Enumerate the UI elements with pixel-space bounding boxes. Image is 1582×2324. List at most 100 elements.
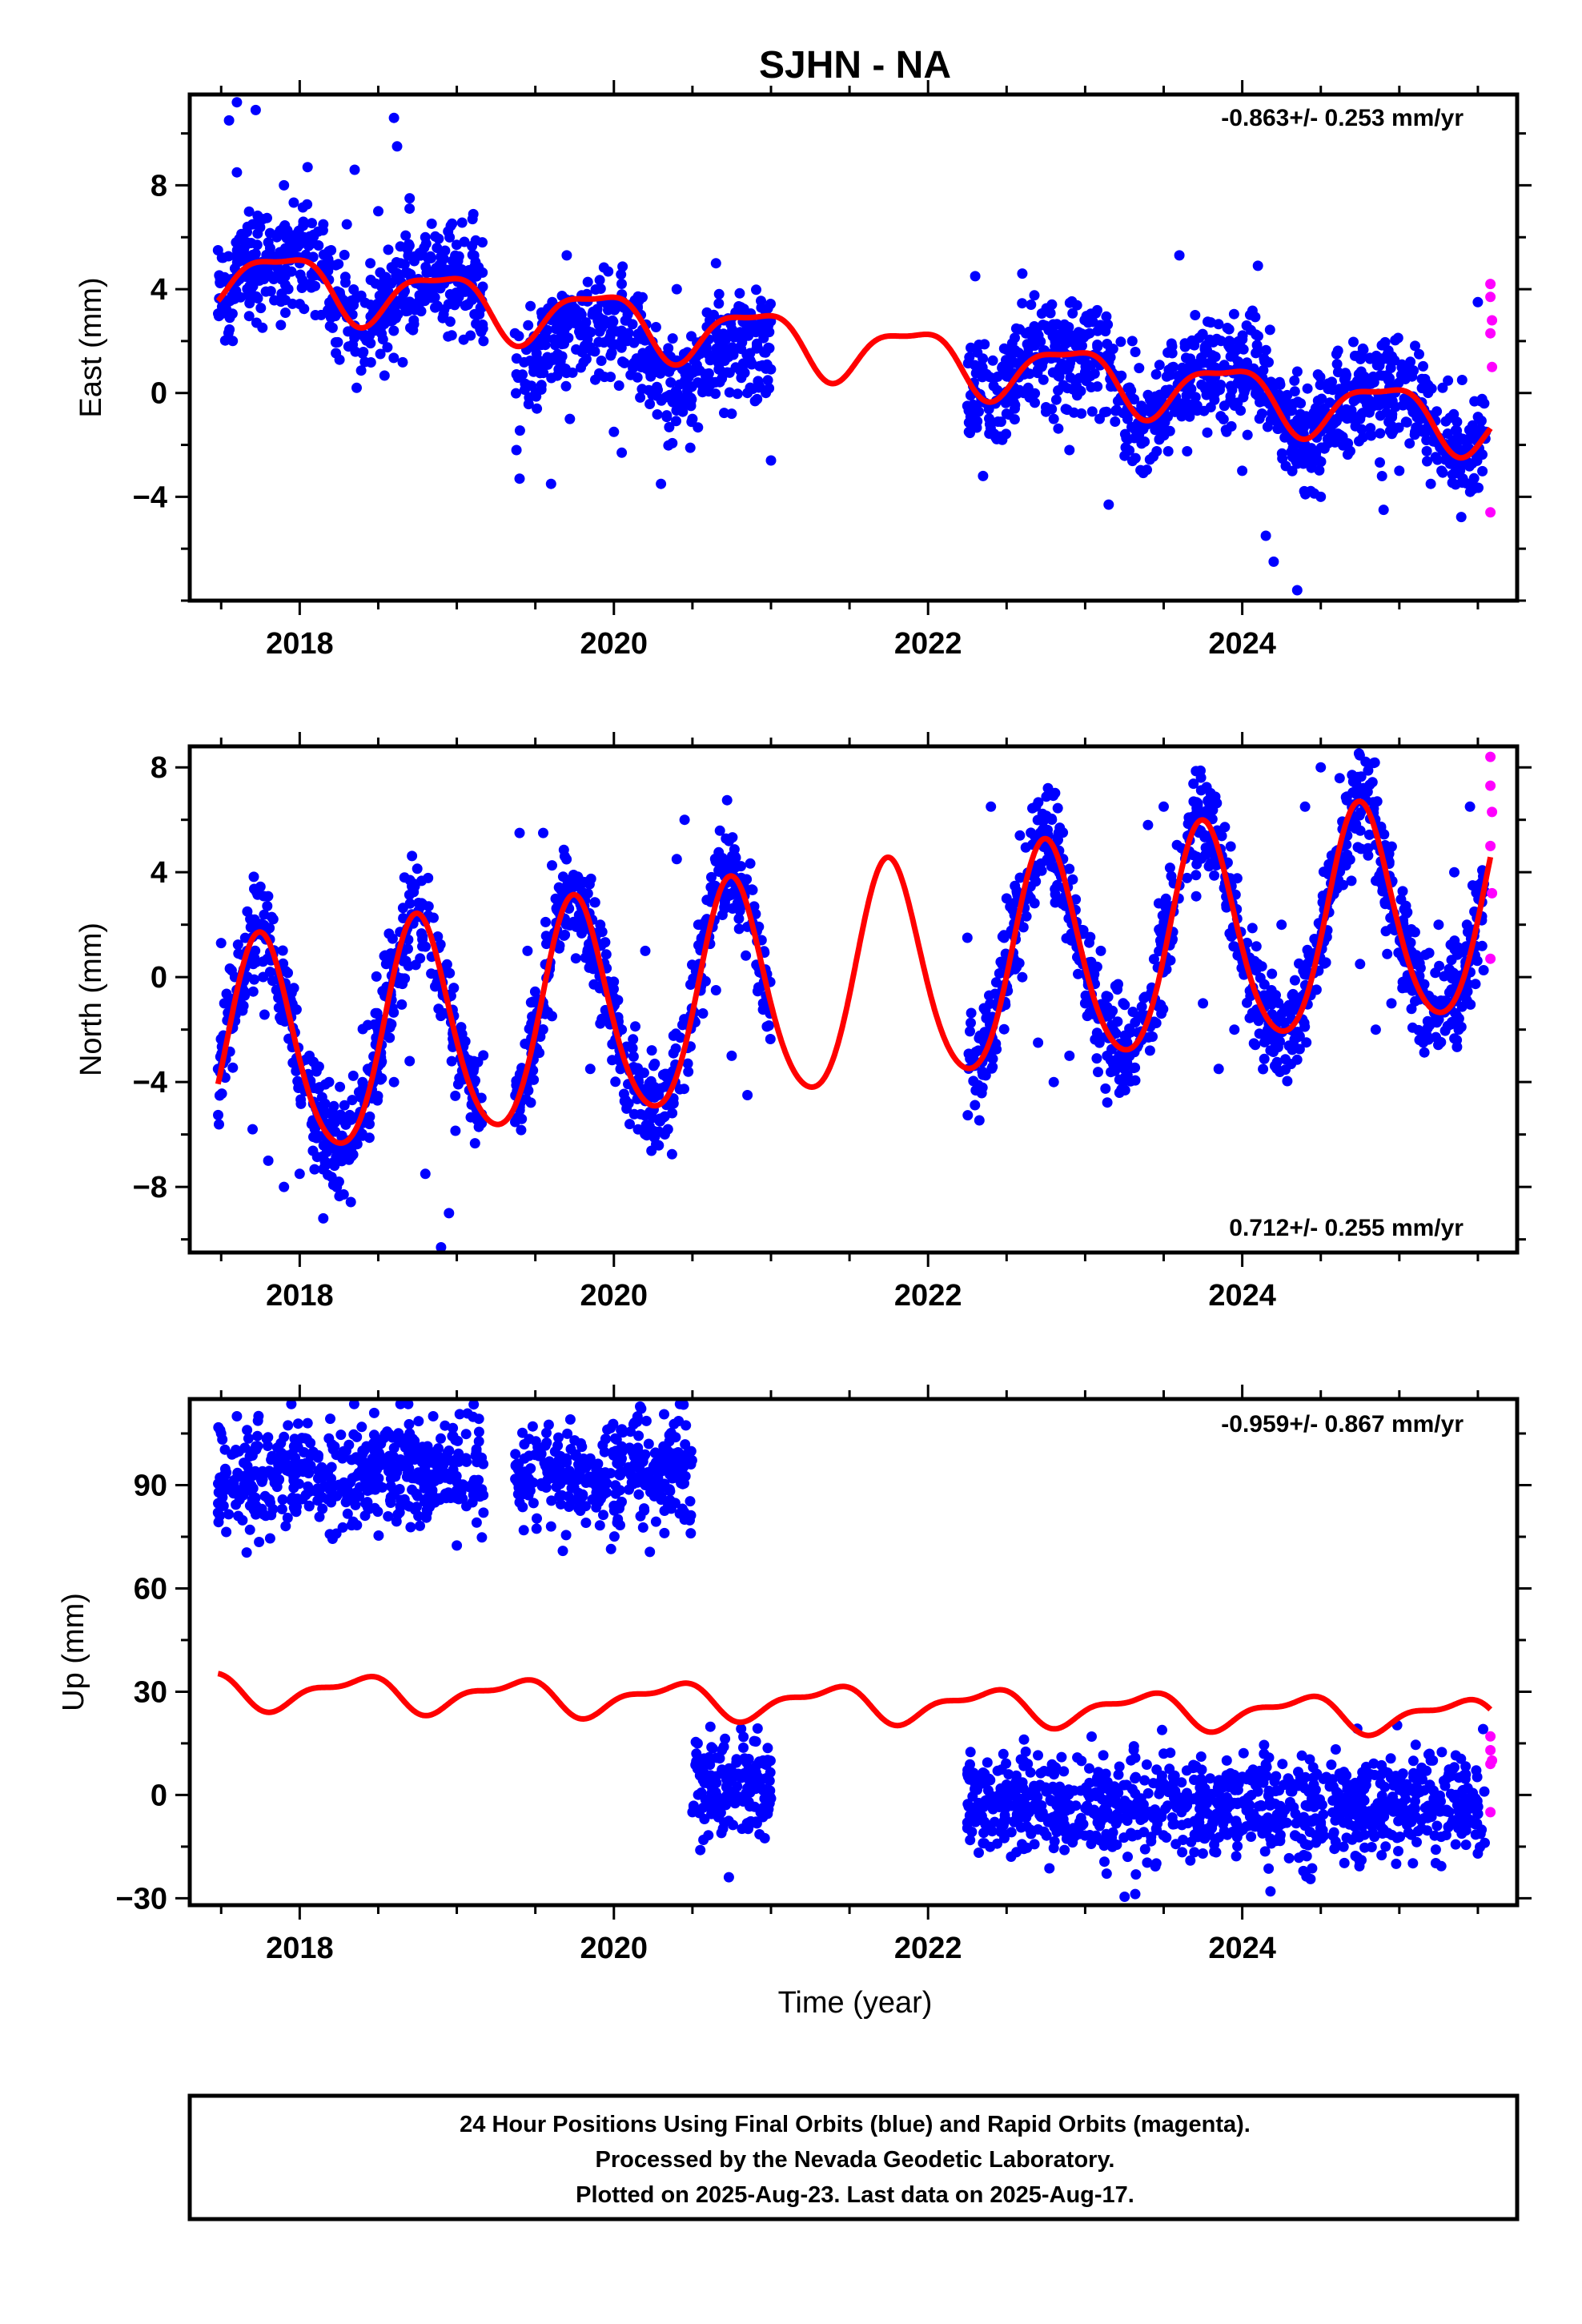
- north-final-point: [1272, 1042, 1283, 1053]
- up-final-point: [227, 1449, 238, 1460]
- north-final-point: [576, 919, 586, 930]
- north-final-point: [1171, 839, 1182, 850]
- east-final-point: [243, 311, 255, 322]
- east-final-point: [1092, 304, 1102, 316]
- east-final-point: [1371, 350, 1382, 361]
- north-final-point: [997, 931, 1008, 943]
- north-final-point: [998, 1023, 1010, 1035]
- east-final-point: [665, 377, 677, 388]
- north-y-tick-label: −8: [133, 1171, 167, 1204]
- east-final-point: [1050, 394, 1062, 405]
- east-final-point: [1422, 456, 1432, 467]
- up-final-point: [643, 1438, 654, 1449]
- east-final-point: [987, 355, 998, 366]
- north-final-point: [357, 1076, 368, 1088]
- east-final-point: [477, 323, 488, 334]
- east-final-point: [397, 356, 408, 368]
- up-final-point: [292, 1418, 303, 1429]
- east-final-point: [350, 346, 361, 357]
- north-final-point: [242, 906, 253, 917]
- north-final-point: [729, 844, 740, 855]
- up-final-point: [261, 1433, 272, 1445]
- north-final-point: [1017, 971, 1028, 983]
- east-final-point: [640, 335, 651, 346]
- east-final-point: [447, 218, 458, 229]
- east-final-point: [414, 297, 425, 308]
- east-final-point: [444, 289, 456, 300]
- north-final-point: [252, 889, 263, 900]
- north-rapid-point: [1485, 780, 1496, 791]
- east-final-point: [351, 382, 362, 393]
- north-final-point: [371, 971, 382, 982]
- up-final-point: [476, 1532, 488, 1543]
- east-final-point: [1221, 426, 1232, 437]
- east-final-point: [719, 408, 729, 419]
- north-final-point: [1271, 990, 1281, 1001]
- north-final-point: [1054, 822, 1066, 834]
- east-final-point: [714, 364, 725, 376]
- east-final-point: [555, 358, 566, 369]
- north-final-point: [1244, 1012, 1255, 1023]
- up-final-point: [431, 1457, 442, 1468]
- east-final-point: [1068, 407, 1079, 418]
- north-final-point: [1435, 1037, 1446, 1048]
- east-final-point: [1235, 405, 1247, 416]
- east-final-point: [1222, 323, 1233, 333]
- east-final-point: [552, 370, 563, 381]
- north-final-point: [1191, 851, 1203, 862]
- east-final-point: [223, 115, 235, 126]
- east-final-point: [225, 296, 235, 307]
- east-final-point: [1064, 297, 1075, 308]
- east-final-point: [1162, 446, 1174, 456]
- north-final-point: [416, 928, 427, 939]
- north-final-point: [648, 1060, 659, 1072]
- up-final-point: [221, 1526, 232, 1538]
- north-final-point: [1102, 991, 1114, 1003]
- east-y-tick-label: 4: [151, 273, 167, 307]
- east-final-point: [391, 267, 403, 279]
- north-final-point: [371, 1007, 383, 1019]
- east-final-point: [1373, 397, 1383, 408]
- north-final-point: [1102, 1001, 1113, 1012]
- east-final-point: [1312, 369, 1323, 380]
- north-final-point: [214, 1119, 224, 1130]
- up-final-point: [417, 1441, 428, 1453]
- north-final-point: [648, 1132, 660, 1143]
- north-final-point: [1407, 1022, 1418, 1033]
- north-final-point: [974, 1115, 985, 1126]
- north-final-point: [628, 1051, 639, 1062]
- north-final-point: [1434, 960, 1445, 971]
- east-final-point: [242, 239, 253, 250]
- up-final-point: [389, 1470, 400, 1481]
- east-final-point: [724, 387, 735, 398]
- north-final-point: [1093, 1067, 1103, 1078]
- up-final-point: [461, 1456, 472, 1467]
- east-final-point: [1341, 404, 1352, 415]
- north-final-point: [441, 959, 452, 970]
- east-rate-label: -0.863+/- 0.253 mm/yr: [1221, 105, 1464, 131]
- east-final-point: [1032, 368, 1043, 379]
- north-final-point: [1355, 825, 1366, 836]
- east-final-point: [685, 442, 696, 453]
- north-final-point: [1406, 1003, 1417, 1015]
- east-final-point: [1190, 392, 1201, 403]
- north-final-point: [248, 871, 259, 883]
- east-final-point: [1264, 324, 1275, 336]
- east-final-point: [1166, 362, 1178, 373]
- east-final-point: [1375, 428, 1386, 439]
- north-final-point: [1289, 975, 1300, 986]
- up-final-point: [359, 1457, 370, 1468]
- north-final-point: [570, 953, 581, 964]
- east-final-point: [710, 258, 721, 269]
- east-final-point: [1472, 455, 1483, 466]
- up-final-point: [405, 1522, 416, 1533]
- east-final-point: [1102, 339, 1113, 349]
- north-final-point: [966, 1007, 977, 1019]
- east-final-point: [1421, 445, 1432, 456]
- east-final-point: [1410, 426, 1420, 437]
- east-final-point: [1227, 384, 1238, 396]
- east-final-point: [1202, 427, 1213, 438]
- east-final-point: [1290, 450, 1301, 460]
- up-final-point: [473, 1436, 484, 1447]
- east-final-point: [637, 348, 648, 359]
